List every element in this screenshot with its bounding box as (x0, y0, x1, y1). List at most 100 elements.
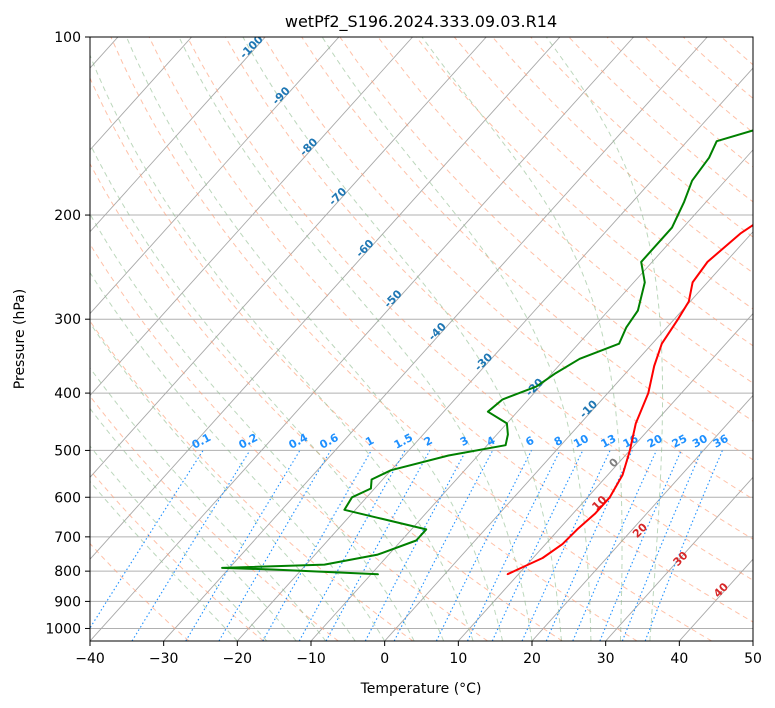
x-tick-label: 30 (597, 651, 615, 667)
mixing-ratio-line-30 (621, 450, 703, 641)
mixing-ratio-line-25 (599, 450, 682, 641)
temperature-point (621, 474, 624, 476)
temperature-point (677, 318, 679, 320)
y-tick-label: 900 (54, 594, 81, 610)
temperature-point (692, 281, 694, 284)
x-tick-label: −40 (75, 651, 105, 667)
isotherm--20 (236, 67, 753, 641)
dry-adiabat-70 (224, 37, 753, 540)
dewpoint-point (370, 487, 372, 490)
x-tick-label: −20 (223, 651, 253, 667)
moist-adiabat-4 (90, 213, 415, 641)
temperature-point (561, 543, 564, 545)
dry-adiabat-120 (415, 37, 753, 347)
temperature-point (594, 513, 596, 515)
dry-adiabat-60 (186, 37, 753, 581)
chart-title: wetPf2_S196.2024.333.09.03.R14 (285, 12, 557, 32)
isotherm-30 (605, 476, 753, 641)
temperature-point (661, 343, 663, 345)
dewpoint-point (671, 226, 673, 229)
dewpoint-point (640, 261, 642, 263)
dewpoint-point (415, 539, 417, 542)
mixing-ratio-label: 20 (645, 432, 665, 451)
moist-adiabat-24 (242, 37, 562, 641)
dewpoint-point (683, 201, 685, 203)
y-tick-label: 700 (54, 530, 81, 546)
mixing-ratio-line-6 (435, 450, 532, 641)
temperature-line (506, 223, 753, 576)
mixing-ratio-label: 13 (599, 432, 619, 451)
dewpoint-point (425, 528, 427, 531)
moist-adiabat-0 (90, 271, 386, 641)
dewpoint-point (637, 309, 639, 312)
background-lines (90, 37, 775, 641)
moist-adiabat-36 (545, 37, 664, 641)
temperature-point (739, 233, 741, 235)
mixing-ratio-label: 25 (670, 432, 690, 451)
isotherm--100 (90, 37, 192, 151)
moist-adiabat--16 (90, 445, 268, 641)
isotherm-50 (752, 640, 753, 641)
dewpoint-point (618, 343, 620, 345)
dewpoint-point (507, 433, 509, 436)
dewpoint-point (323, 564, 326, 566)
temperature-point (629, 449, 631, 452)
dewpoint-point (343, 509, 345, 511)
dewpoint-point (644, 281, 646, 284)
isotherm--30 (163, 37, 708, 641)
temperature-point (506, 573, 508, 575)
moist-adiabat--20 (90, 480, 238, 641)
moist-adiabat--8 (90, 367, 327, 641)
x-tick-label: 0 (380, 651, 389, 667)
dewpoint-point (377, 553, 379, 556)
temperature-point (653, 365, 655, 367)
moist-adiabat--12 (90, 407, 297, 641)
y-tick-label: 500 (54, 443, 81, 459)
x-tick-label: 10 (449, 651, 467, 667)
isotherm--60 (90, 37, 487, 478)
isotherm--80 (90, 37, 340, 315)
moist-adiabat-16 (126, 37, 503, 641)
dry-adiabat-10 (90, 243, 488, 641)
x-tick-label: −30 (149, 651, 179, 667)
temperature-point (542, 557, 544, 559)
temperature-point (609, 496, 611, 498)
dewpoint-point (377, 517, 379, 519)
mixing-ratio-line-20 (572, 450, 657, 641)
dewpoint-point (271, 568, 273, 571)
dewpoint-line (221, 129, 753, 576)
dry-adiabat-80 (263, 37, 753, 500)
temperature-point (688, 300, 690, 303)
mixing-ratio-line-0.1 (90, 450, 204, 630)
dewpoint-point (351, 496, 353, 498)
dry-adiabat-210 (760, 37, 775, 641)
y-tick-label: 600 (54, 490, 81, 506)
isotherm--40 (90, 37, 634, 641)
y-tick-label: 800 (54, 564, 81, 580)
dewpoint-point (708, 157, 710, 159)
temperature-point (520, 567, 522, 569)
x-tick-label: −10 (296, 651, 326, 667)
dry-adiabat-90 (301, 37, 753, 461)
moist-adiabat-8 (90, 142, 445, 641)
dewpoint-point (390, 469, 392, 471)
dewpoint-point (487, 411, 489, 413)
mixing-ratio-line-1 (262, 450, 372, 641)
dewpoint-point (377, 573, 379, 575)
dewpoint-point (691, 180, 693, 182)
isotherm--50 (90, 37, 561, 560)
plot-background (90, 37, 753, 641)
temperature-point (635, 422, 637, 424)
dewpoint-point (555, 372, 557, 374)
y-tick-label: 400 (54, 386, 81, 402)
y-tick-label: 200 (54, 208, 81, 224)
mixing-ratio-label: 10 (571, 432, 591, 451)
mixing-ratio-label: 30 (690, 432, 710, 451)
temperature-point (576, 528, 578, 531)
temperature-point (706, 261, 709, 263)
mixing-ratio-label: 36 (711, 432, 731, 451)
data-series (221, 129, 753, 576)
x-tick-label: 40 (670, 651, 688, 667)
dewpoint-point (716, 140, 718, 142)
